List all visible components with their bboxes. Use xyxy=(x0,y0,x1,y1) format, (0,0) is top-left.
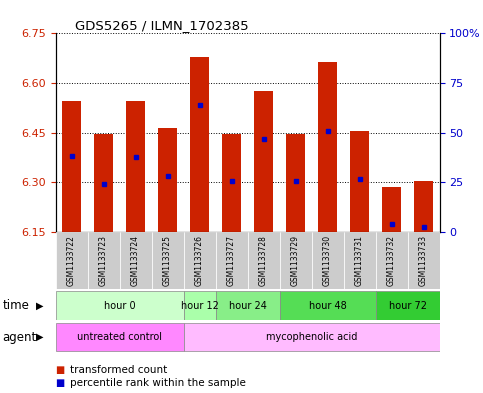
Text: hour 0: hour 0 xyxy=(104,301,135,310)
Text: hour 72: hour 72 xyxy=(388,301,426,310)
FancyBboxPatch shape xyxy=(215,232,248,289)
FancyBboxPatch shape xyxy=(56,323,184,351)
Text: mycophenolic acid: mycophenolic acid xyxy=(266,332,357,342)
FancyBboxPatch shape xyxy=(312,232,343,289)
FancyBboxPatch shape xyxy=(184,292,215,320)
FancyBboxPatch shape xyxy=(56,232,87,289)
Text: GSM1133730: GSM1133730 xyxy=(323,235,332,286)
FancyBboxPatch shape xyxy=(248,232,280,289)
FancyBboxPatch shape xyxy=(376,292,440,320)
Bar xyxy=(62,101,81,232)
Text: hour 24: hour 24 xyxy=(228,301,267,310)
Bar xyxy=(414,181,433,232)
Bar xyxy=(254,91,273,232)
Bar xyxy=(318,62,337,232)
Text: GSM1133731: GSM1133731 xyxy=(355,235,364,286)
FancyBboxPatch shape xyxy=(280,292,376,320)
Text: ▶: ▶ xyxy=(36,332,44,342)
Text: time: time xyxy=(2,299,29,312)
Text: agent: agent xyxy=(2,331,37,344)
Text: ■: ■ xyxy=(56,378,65,388)
Text: GDS5265 / ILMN_1702385: GDS5265 / ILMN_1702385 xyxy=(75,19,248,32)
Text: ▶: ▶ xyxy=(36,301,44,311)
Text: GSM1133725: GSM1133725 xyxy=(163,235,172,286)
Bar xyxy=(158,128,177,232)
FancyBboxPatch shape xyxy=(120,232,152,289)
Text: hour 12: hour 12 xyxy=(181,301,218,310)
Text: GSM1133729: GSM1133729 xyxy=(291,235,300,286)
FancyBboxPatch shape xyxy=(343,232,376,289)
Text: GSM1133728: GSM1133728 xyxy=(259,235,268,286)
Text: GSM1133723: GSM1133723 xyxy=(99,235,108,286)
Bar xyxy=(382,187,401,232)
Text: GSM1133733: GSM1133733 xyxy=(419,235,428,286)
Bar xyxy=(286,134,305,232)
Text: hour 48: hour 48 xyxy=(309,301,346,310)
Text: GSM1133726: GSM1133726 xyxy=(195,235,204,286)
Bar xyxy=(190,57,209,232)
FancyBboxPatch shape xyxy=(280,232,312,289)
FancyBboxPatch shape xyxy=(184,323,440,351)
Bar xyxy=(222,134,241,232)
Text: ■: ■ xyxy=(56,365,65,375)
Text: GSM1133724: GSM1133724 xyxy=(131,235,140,286)
Text: GSM1133732: GSM1133732 xyxy=(387,235,396,286)
Text: GSM1133727: GSM1133727 xyxy=(227,235,236,286)
FancyBboxPatch shape xyxy=(215,292,280,320)
FancyBboxPatch shape xyxy=(408,232,440,289)
Text: GSM1133722: GSM1133722 xyxy=(67,235,76,286)
FancyBboxPatch shape xyxy=(376,232,408,289)
Text: percentile rank within the sample: percentile rank within the sample xyxy=(70,378,246,388)
FancyBboxPatch shape xyxy=(56,292,184,320)
Text: transformed count: transformed count xyxy=(70,365,167,375)
Bar xyxy=(94,134,113,232)
Bar xyxy=(126,101,145,232)
FancyBboxPatch shape xyxy=(87,232,120,289)
Text: untreated control: untreated control xyxy=(77,332,162,342)
Bar xyxy=(350,131,369,232)
FancyBboxPatch shape xyxy=(184,232,215,289)
FancyBboxPatch shape xyxy=(152,232,184,289)
